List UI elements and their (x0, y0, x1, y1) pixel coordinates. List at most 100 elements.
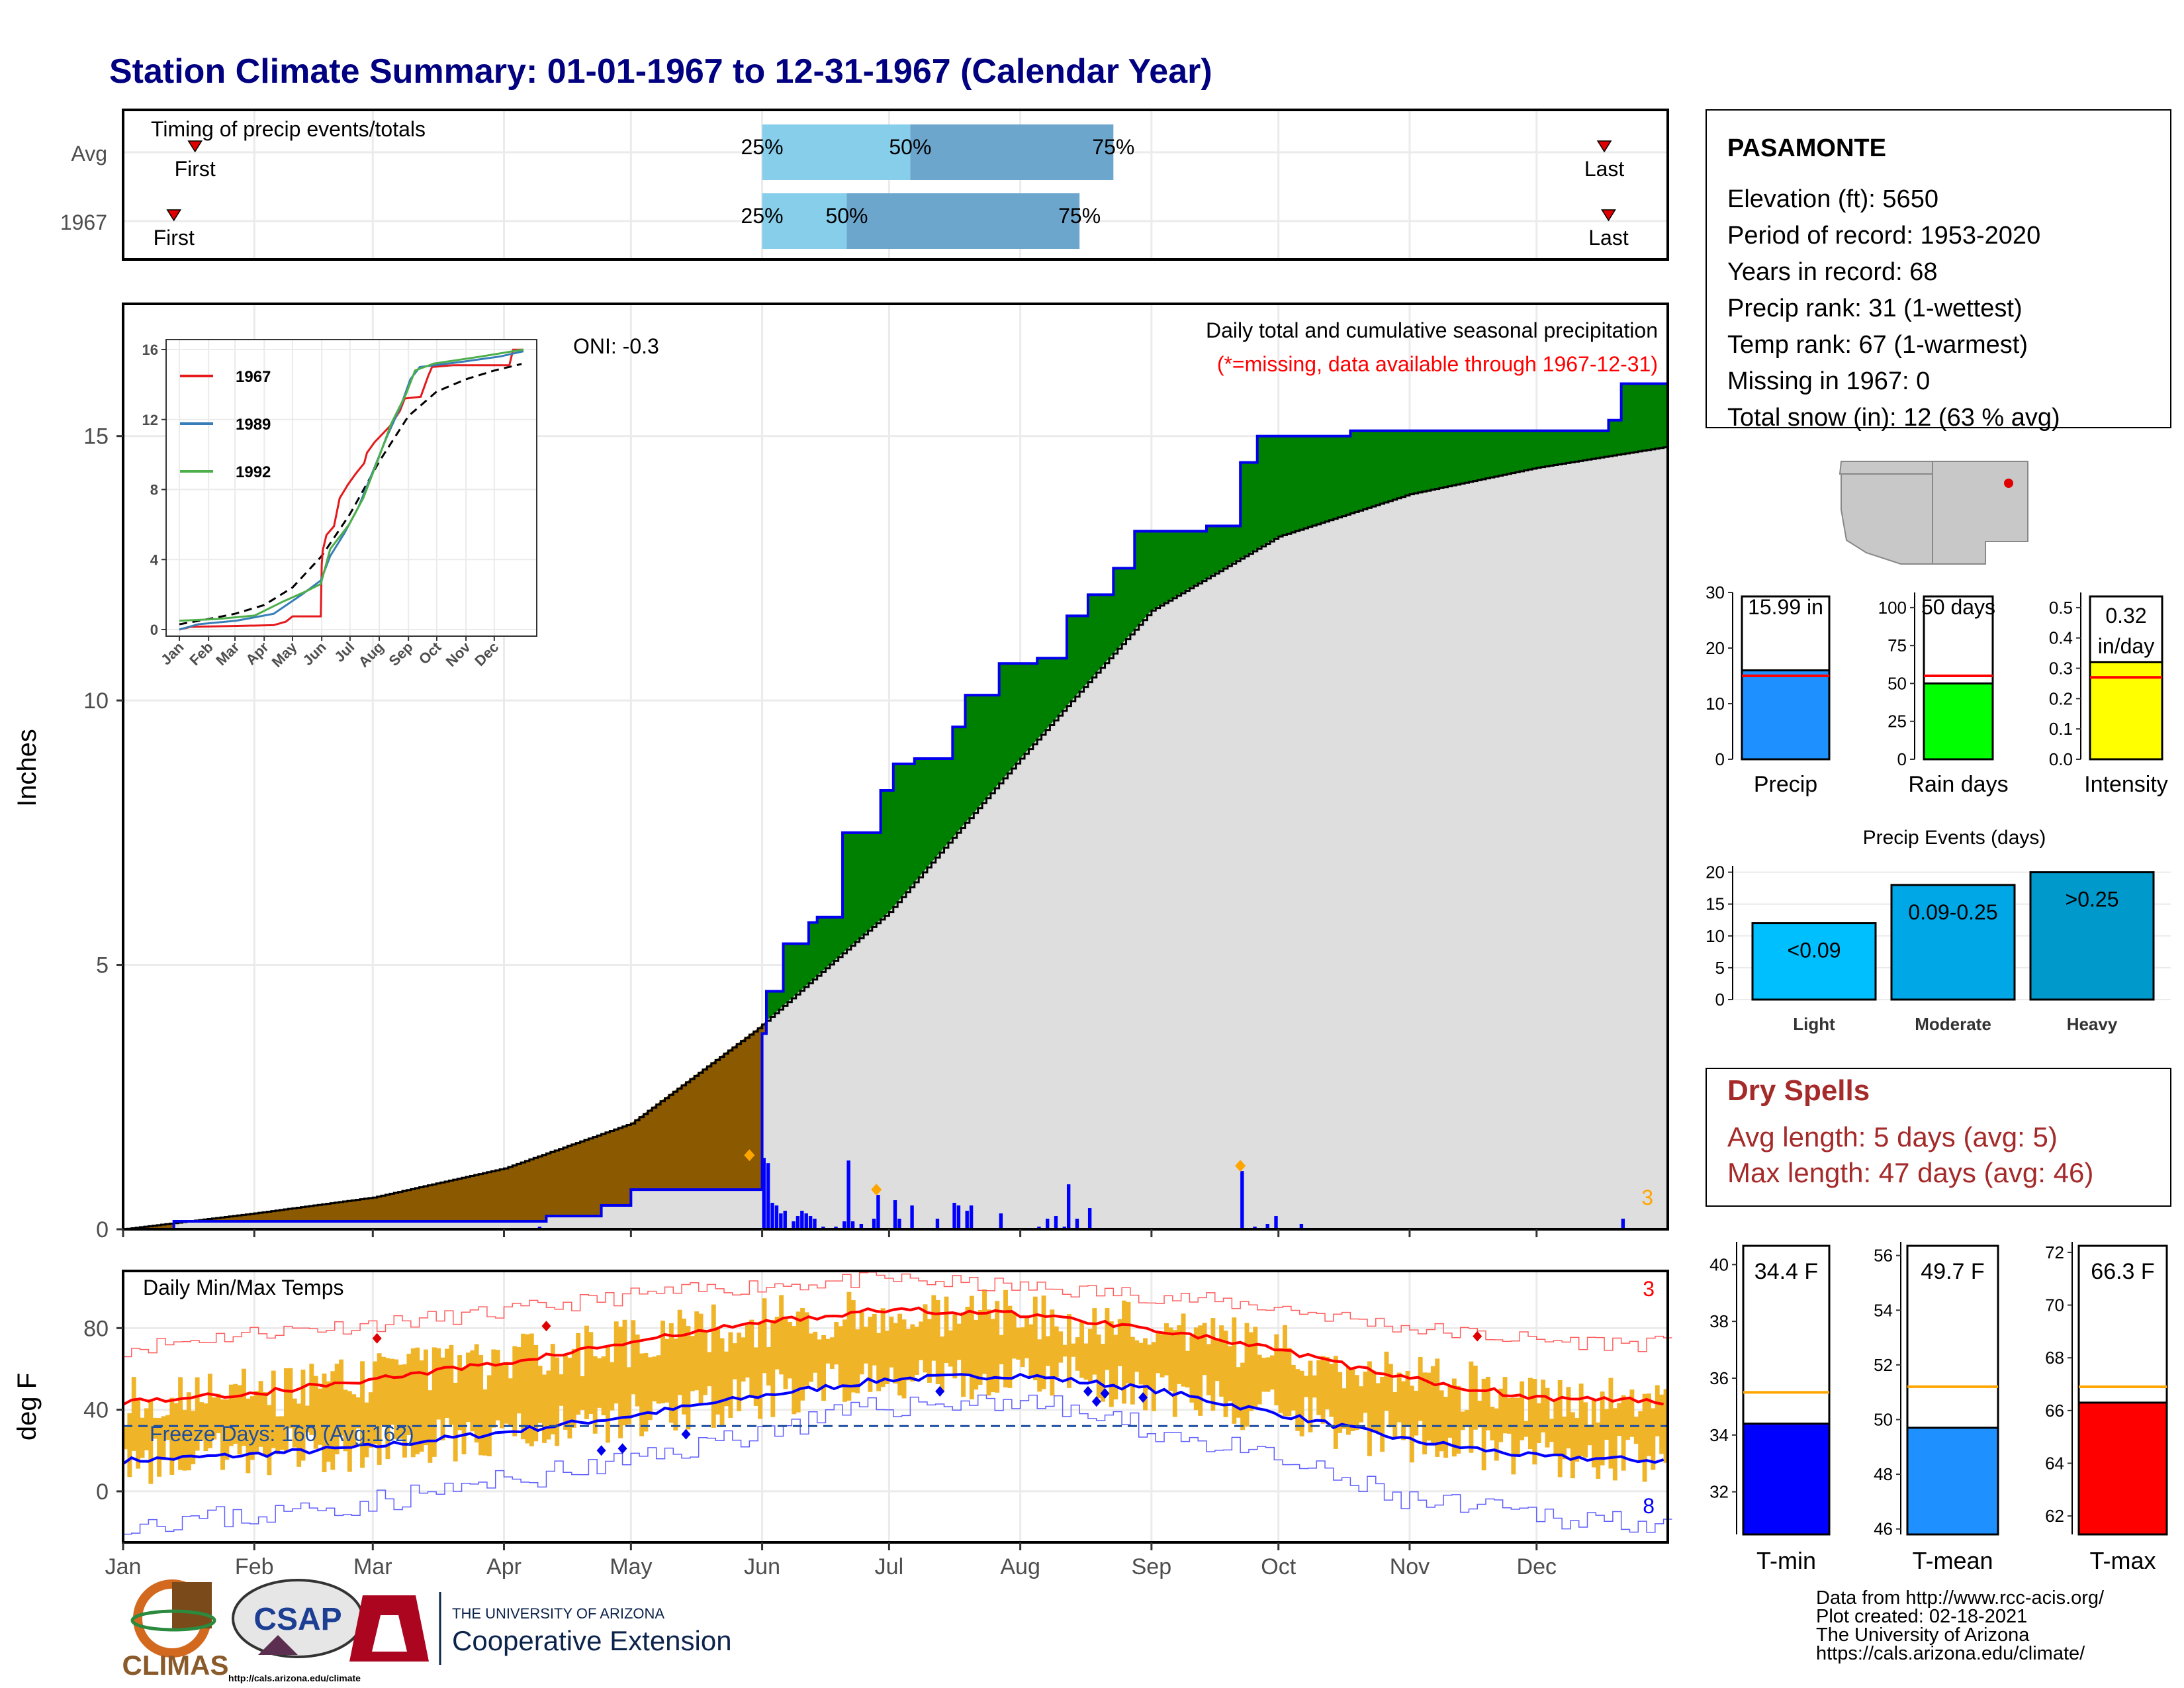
daily-precip-bar (762, 1158, 766, 1229)
temp-summary-ytick-label: 48 (1874, 1464, 1893, 1484)
summary-ytick-label: 0.3 (2049, 659, 2073, 679)
month-label-oct: Oct (1261, 1554, 1296, 1579)
month-label-dec: Dec (1517, 1554, 1557, 1579)
temp-daily-bar (279, 1416, 285, 1450)
temp-daily-bar (1325, 1356, 1330, 1409)
temp-daily-bar (242, 1368, 246, 1446)
temp-daily-bar (919, 1321, 924, 1360)
temp-daily-bar (1007, 1305, 1013, 1388)
station-line-elevation: Elevation (ft): 5650 (1727, 185, 1938, 213)
temp-daily-bar (664, 1338, 670, 1403)
temp-summary-ytick-label: 50 (1874, 1410, 1893, 1430)
temp-daily-bar (673, 1338, 678, 1430)
daily-precip-bar (1621, 1219, 1625, 1229)
temp-daily-bar (724, 1351, 729, 1407)
temp-daily-bar (432, 1347, 437, 1457)
daily-precip-bar (808, 1216, 813, 1229)
precip-record-marker (871, 1184, 882, 1196)
temp-daily-bar (1185, 1350, 1190, 1387)
daily-precip-bar (999, 1213, 1003, 1229)
record-high-marker (541, 1321, 551, 1332)
temp-daily-bar (355, 1397, 361, 1429)
temp-daily-bar (1050, 1309, 1055, 1396)
temp-daily-bar (1066, 1314, 1071, 1388)
temp-daily-bar (1430, 1366, 1435, 1443)
temp-daily-bar (1181, 1313, 1186, 1387)
temp-daily-bar (1380, 1377, 1385, 1452)
temp-daily-bar (660, 1321, 665, 1403)
events-bar-label-0: <0.09 (1788, 939, 1841, 962)
temp-daily-bar (1316, 1360, 1322, 1415)
month-label-sep: Sep (1132, 1554, 1172, 1579)
temp-daily-bar (647, 1357, 653, 1421)
temp-daily-bar (334, 1364, 340, 1454)
summary-value-label-1: 50 days (1921, 595, 1995, 619)
temp-daily-bar (191, 1411, 196, 1465)
precip-subtitle: (*=missing, data available through 1967-… (1217, 352, 1658, 376)
temp-daily-bar (1363, 1372, 1368, 1413)
temp-daily-bar (424, 1349, 428, 1446)
temp-daily-bar (486, 1375, 492, 1457)
temp-daily-bar (1439, 1390, 1444, 1452)
temp-daily-bar (1058, 1331, 1064, 1363)
temp-daily-bar (931, 1295, 936, 1361)
station-box-border (1706, 109, 2171, 428)
temp-daily-bar (313, 1376, 318, 1449)
temp-daily-bar (753, 1347, 758, 1406)
temp-daily-bar (169, 1397, 175, 1475)
temp-daily-bar (436, 1348, 441, 1420)
temp-daily-bar (737, 1333, 742, 1411)
temp-daily-bar (440, 1357, 445, 1440)
temp-daily-bar (1570, 1412, 1575, 1479)
temp-daily-bar (1401, 1381, 1406, 1440)
temp-daily-bar (1265, 1357, 1271, 1392)
temp-daily-bar (614, 1321, 619, 1404)
temp-daily-bar (1020, 1327, 1025, 1368)
record-low-marker (596, 1445, 606, 1456)
temp-daily-bar (300, 1370, 306, 1461)
temp-daily-bar (1198, 1325, 1203, 1416)
map-new-mexico (1932, 461, 2028, 565)
daily-precip-bar (770, 1203, 774, 1229)
inset-ytick-label: 4 (150, 551, 159, 568)
temp-daily-bar (127, 1413, 132, 1477)
temp-daily-bar (1426, 1372, 1432, 1441)
temp-daily-bar (1481, 1378, 1486, 1471)
inset-line-1967 (179, 348, 523, 631)
temp-daily-bar (682, 1319, 686, 1415)
summary-ytick-label: 30 (1706, 583, 1725, 602)
daily-precip-bar (792, 1221, 796, 1229)
summary-ytick-label: 0.1 (2049, 719, 2073, 739)
temp-daily-bar (707, 1352, 712, 1387)
temp-daily-bar (1101, 1343, 1106, 1402)
daily-precip-bar (1075, 1219, 1079, 1229)
temp-daily-bar (1028, 1324, 1034, 1377)
temp-daily-bar (821, 1335, 826, 1401)
temp-daily-bar (643, 1352, 649, 1432)
temp-daily-bar (905, 1329, 911, 1381)
temp-daily-bar (834, 1322, 839, 1365)
temp-daily-bar (1460, 1411, 1465, 1430)
dry-spells-avg: Avg length: 5 days (avg: 5) (1727, 1121, 2058, 1152)
temp-daily-bar (1041, 1295, 1046, 1389)
temp-daily-bar (1486, 1377, 1490, 1430)
temp-daily-bar (1532, 1379, 1537, 1465)
temp-daily-bar (927, 1319, 932, 1383)
temp-daily-bar (1384, 1351, 1389, 1411)
events-bar-label-2: >0.25 (2066, 888, 2119, 912)
daily-precip-bar (897, 1219, 901, 1229)
temp-daily-bar (995, 1301, 1000, 1393)
temp-panel: 0 40 80 deg F Daily Min/Max Temps Freeze D… (13, 1229, 1672, 1579)
summary-ytick-label: 25 (1888, 712, 1907, 731)
temp-daily-bar (1638, 1411, 1643, 1463)
temp-daily-bar (838, 1326, 843, 1387)
record-high-marker (1473, 1331, 1482, 1342)
temp-daily-bar (940, 1336, 945, 1393)
summary-bar-rain-days (1923, 682, 1994, 761)
temp-daily-bar (1236, 1367, 1241, 1418)
temp-daily-bar (1498, 1388, 1504, 1442)
temp-daily-bar (770, 1319, 776, 1417)
temp-daily-bar (796, 1311, 801, 1413)
temp-daily-bar (360, 1361, 365, 1468)
temp-daily-bar (550, 1344, 555, 1434)
